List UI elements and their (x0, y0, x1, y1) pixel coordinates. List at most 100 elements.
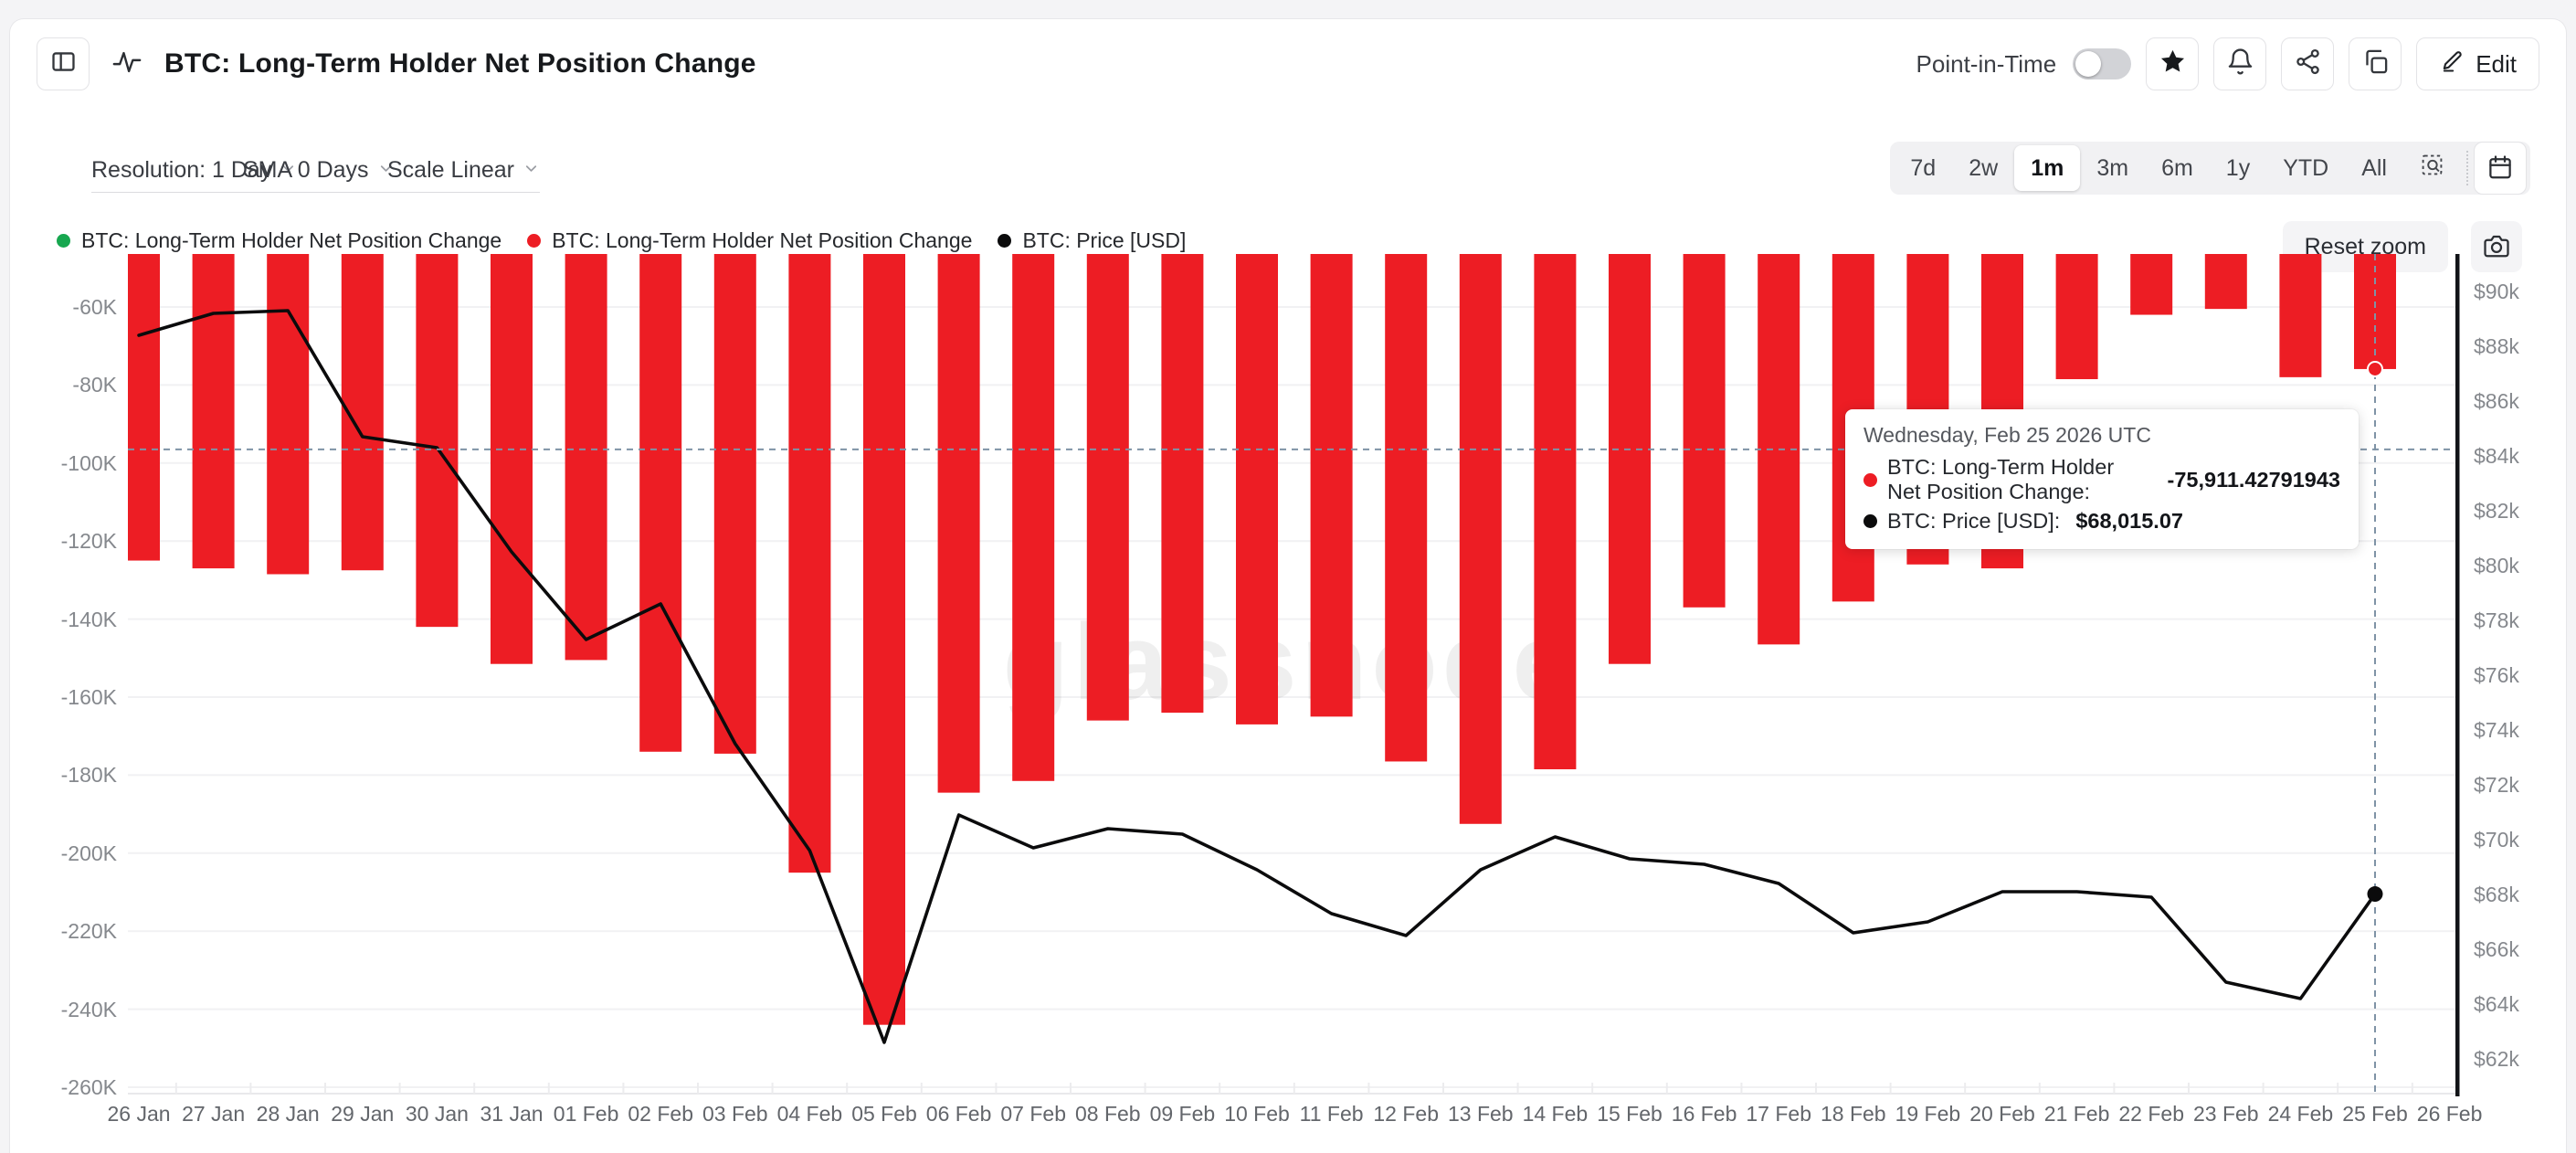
resolution-dropdown[interactable]: Resolution: 1 Day (91, 157, 298, 193)
copy-button[interactable] (2349, 37, 2402, 90)
y-left-tick-label: -240K (60, 997, 117, 1021)
bar[interactable] (1683, 254, 1726, 608)
bar[interactable] (937, 254, 980, 793)
marquee-zoom-icon (2420, 153, 2444, 184)
bar[interactable] (1385, 254, 1428, 762)
y-right-tick-label: $90k (2474, 280, 2519, 303)
y-right-tick-label: $82k (2474, 499, 2519, 523)
camera-icon (2483, 232, 2510, 262)
header-left: BTC: Long-Term Holder Net Position Chang… (37, 37, 756, 90)
y-right-tick-label: $64k (2474, 992, 2519, 1016)
y-left-tick-label: -260K (60, 1075, 117, 1099)
y-left-tick-label: -180K (60, 763, 117, 788)
bar[interactable] (1161, 254, 1204, 714)
range-button-1m[interactable]: 1m (2014, 145, 2081, 191)
chevron-down-icon (377, 157, 395, 184)
x-tick-label: 06 Feb (925, 1102, 992, 1126)
x-tick-label: 12 Feb (1373, 1102, 1439, 1126)
legend-item[interactable]: BTC: Price [USD] (998, 228, 1186, 253)
y-left-tick-label: -80K (72, 373, 117, 397)
sidebar-toggle-button[interactable] (37, 37, 90, 90)
x-tick-label: 21 Feb (2043, 1102, 2110, 1126)
y-left-tick-label: -100K (60, 450, 117, 475)
bar[interactable] (192, 254, 235, 569)
x-tick-label: 15 Feb (1597, 1102, 1663, 1126)
calendar-button[interactable] (2474, 142, 2527, 195)
legend-dot (527, 234, 542, 248)
bar[interactable] (713, 254, 756, 754)
range-button-2w[interactable]: 2w (1952, 145, 2014, 191)
y-left-tick-label: -140K (60, 607, 117, 631)
bar[interactable] (118, 254, 160, 561)
share-button[interactable] (2281, 37, 2335, 90)
price-marker-dot (2367, 886, 2383, 903)
bar[interactable] (1534, 254, 1577, 769)
chart-tooltip: Wednesday, Feb 25 2026 UTC BTC: Long-Ter… (1845, 409, 2359, 549)
zoom-area-button[interactable] (2403, 145, 2461, 191)
range-button-all[interactable]: All (2345, 145, 2403, 191)
y-left-tick-label: -200K (60, 841, 117, 865)
x-tick-label: 23 Feb (2192, 1102, 2259, 1126)
x-tick-label: 11 Feb (1299, 1102, 1364, 1126)
bar[interactable] (2055, 254, 2098, 379)
price-line (137, 309, 2377, 1044)
x-tick-label: 03 Feb (702, 1102, 768, 1126)
range-button-3m[interactable]: 3m (2080, 145, 2145, 191)
bar[interactable] (2279, 254, 2322, 377)
y-right-tick-label: $62k (2474, 1047, 2519, 1071)
calendar-icon (2486, 153, 2514, 184)
toggle-knob (2075, 51, 2102, 77)
time-range-bar: 7d 2w 1m 3m 6m 1y YTD All (1890, 142, 2530, 195)
resolution-dropdown-label: Resolution: 1 Day (91, 157, 272, 183)
bar[interactable] (1012, 254, 1055, 781)
screenshot-button[interactable] (2471, 221, 2522, 272)
bar[interactable] (1086, 254, 1129, 721)
x-tick-label: 25 Feb (2342, 1102, 2408, 1126)
point-in-time-label: Point-in-Time (1916, 49, 2057, 78)
legend: BTC: Long-Term Holder Net Position Chang… (57, 228, 1186, 253)
pencil-icon (2439, 48, 2465, 80)
favorite-button[interactable] (2146, 37, 2200, 90)
x-tick-label: 27 Jan (182, 1102, 246, 1126)
header-right: Point-in-Time (1916, 37, 2539, 90)
bar[interactable] (416, 254, 459, 628)
x-tick-label: 02 Feb (628, 1102, 693, 1126)
point-in-time-toggle[interactable] (2073, 48, 2132, 79)
bar[interactable] (565, 254, 607, 661)
sma-dropdown[interactable]: SMA 0 Days (243, 157, 395, 193)
legend-item[interactable]: BTC: Long-Term Holder Net Position Chang… (527, 228, 972, 253)
bar[interactable] (639, 254, 682, 752)
legend-label: BTC: Long-Term Holder Net Position Chang… (552, 228, 973, 252)
share-icon (2294, 48, 2322, 80)
bar[interactable] (1609, 254, 1651, 664)
bar[interactable] (1310, 254, 1353, 717)
legend-item[interactable]: BTC: Long-Term Holder Net Position Chang… (57, 228, 501, 253)
star-icon (2159, 48, 2187, 80)
x-tick-label: 31 Jan (480, 1102, 544, 1126)
tooltip-series-dot (1863, 514, 1877, 528)
range-button-7d[interactable]: 7d (1894, 145, 1952, 191)
range-button-1y[interactable]: 1y (2210, 145, 2266, 191)
bar[interactable] (863, 254, 905, 1025)
alert-button[interactable] (2213, 37, 2267, 90)
x-tick-label: 01 Feb (553, 1102, 619, 1126)
tooltip-series-dot (1863, 472, 1877, 487)
bar[interactable] (788, 254, 831, 873)
range-button-6m[interactable]: 6m (2145, 145, 2210, 191)
scale-dropdown[interactable]: Scale Linear (387, 157, 540, 193)
bar[interactable] (267, 254, 310, 575)
x-tick-label: 14 Feb (1522, 1102, 1589, 1126)
x-tick-label: 10 Feb (1224, 1102, 1290, 1126)
edit-button[interactable]: Edit (2416, 37, 2539, 90)
bar[interactable] (2130, 254, 2173, 315)
y-right-tick-label: $68k (2474, 883, 2519, 906)
legend-dot (57, 234, 70, 248)
bar[interactable] (2204, 254, 2247, 310)
bar[interactable] (491, 254, 533, 664)
bar[interactable] (1459, 254, 1502, 824)
x-tick-label: 26 Feb (2416, 1102, 2483, 1126)
range-button-ytd[interactable]: YTD (2266, 145, 2345, 191)
bar[interactable] (1236, 254, 1278, 725)
